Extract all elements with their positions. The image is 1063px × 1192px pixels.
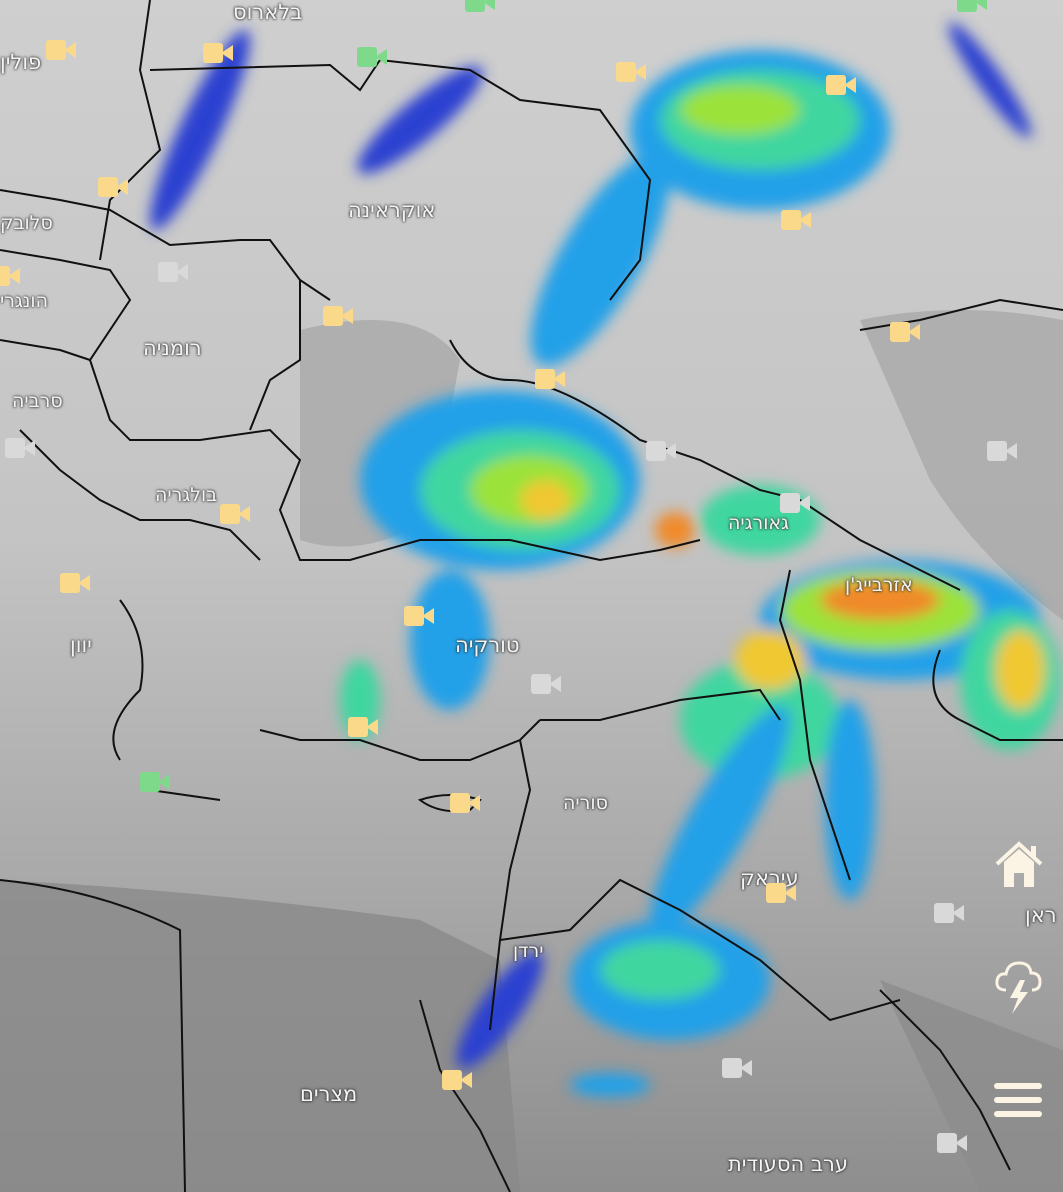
home-button[interactable]: [993, 838, 1045, 890]
webcam-marker[interactable]: [450, 793, 480, 813]
webcam-marker[interactable]: [60, 573, 90, 593]
webcam-marker[interactable]: [987, 441, 1017, 461]
webcam-marker[interactable]: [616, 62, 646, 82]
webcam-marker[interactable]: [442, 1070, 472, 1090]
label-saudi-arabia: ערב הסעודית: [728, 1152, 848, 1176]
webcam-marker[interactable]: [766, 883, 796, 903]
webcam-marker[interactable]: [531, 674, 561, 694]
webcam-marker[interactable]: [722, 1058, 752, 1078]
webcam-marker[interactable]: [957, 0, 987, 12]
label-romania: רומניה: [143, 336, 202, 360]
webcam-marker[interactable]: [781, 210, 811, 230]
label-bulgaria: בולגריה: [155, 484, 218, 506]
label-greece: יוון: [70, 633, 92, 657]
hamburger-menu-icon: [994, 1083, 1042, 1117]
home-icon: [995, 841, 1043, 887]
label-serbia: סרביה: [12, 390, 63, 412]
webcam-marker[interactable]: [780, 493, 810, 513]
webcam-marker[interactable]: [646, 441, 676, 461]
webcam-marker[interactable]: [934, 903, 964, 923]
menu-button[interactable]: [992, 1080, 1044, 1120]
webcam-marker[interactable]: [348, 717, 378, 737]
webcam-marker[interactable]: [404, 606, 434, 626]
label-belarus: בלארוס: [233, 0, 303, 24]
webcam-marker[interactable]: [46, 40, 76, 60]
label-egypt: מצרים: [300, 1082, 358, 1106]
label-hungary: הונגרי: [0, 290, 49, 312]
thunderstorm-icon: [995, 961, 1042, 1014]
label-syria: סוריה: [563, 792, 608, 814]
label-jordan: ירדן: [513, 940, 544, 962]
webcam-marker[interactable]: [140, 772, 170, 792]
webcam-marker[interactable]: [158, 262, 188, 282]
label-ukraine: אוקראינה: [348, 198, 436, 222]
webcam-marker[interactable]: [465, 0, 495, 12]
webcam-marker[interactable]: [890, 322, 920, 342]
webcam-marker[interactable]: [323, 306, 353, 326]
webcam-marker[interactable]: [5, 438, 35, 458]
webcam-marker[interactable]: [535, 369, 565, 389]
webcam-marker[interactable]: [357, 47, 387, 67]
webcam-marker[interactable]: [937, 1133, 967, 1153]
label-georgia: גאורגיה: [728, 512, 789, 534]
label-azerbaijan: אזרבייג'ן: [845, 574, 913, 596]
webcam-marker[interactable]: [826, 75, 856, 95]
webcam-marker[interactable]: [220, 504, 250, 524]
label-poland: פולין: [0, 50, 42, 74]
webcam-marker[interactable]: [0, 266, 20, 286]
webcam-marker[interactable]: [98, 177, 128, 197]
label-iran: ראן: [1025, 903, 1057, 927]
label-turkey: טורקיה: [455, 633, 520, 657]
label-slovakia: סלובק: [0, 212, 53, 234]
precipitation-layer: [150, 22, 1060, 1097]
webcam-marker[interactable]: [203, 43, 233, 63]
lightning-layer-button[interactable]: [994, 958, 1044, 1016]
